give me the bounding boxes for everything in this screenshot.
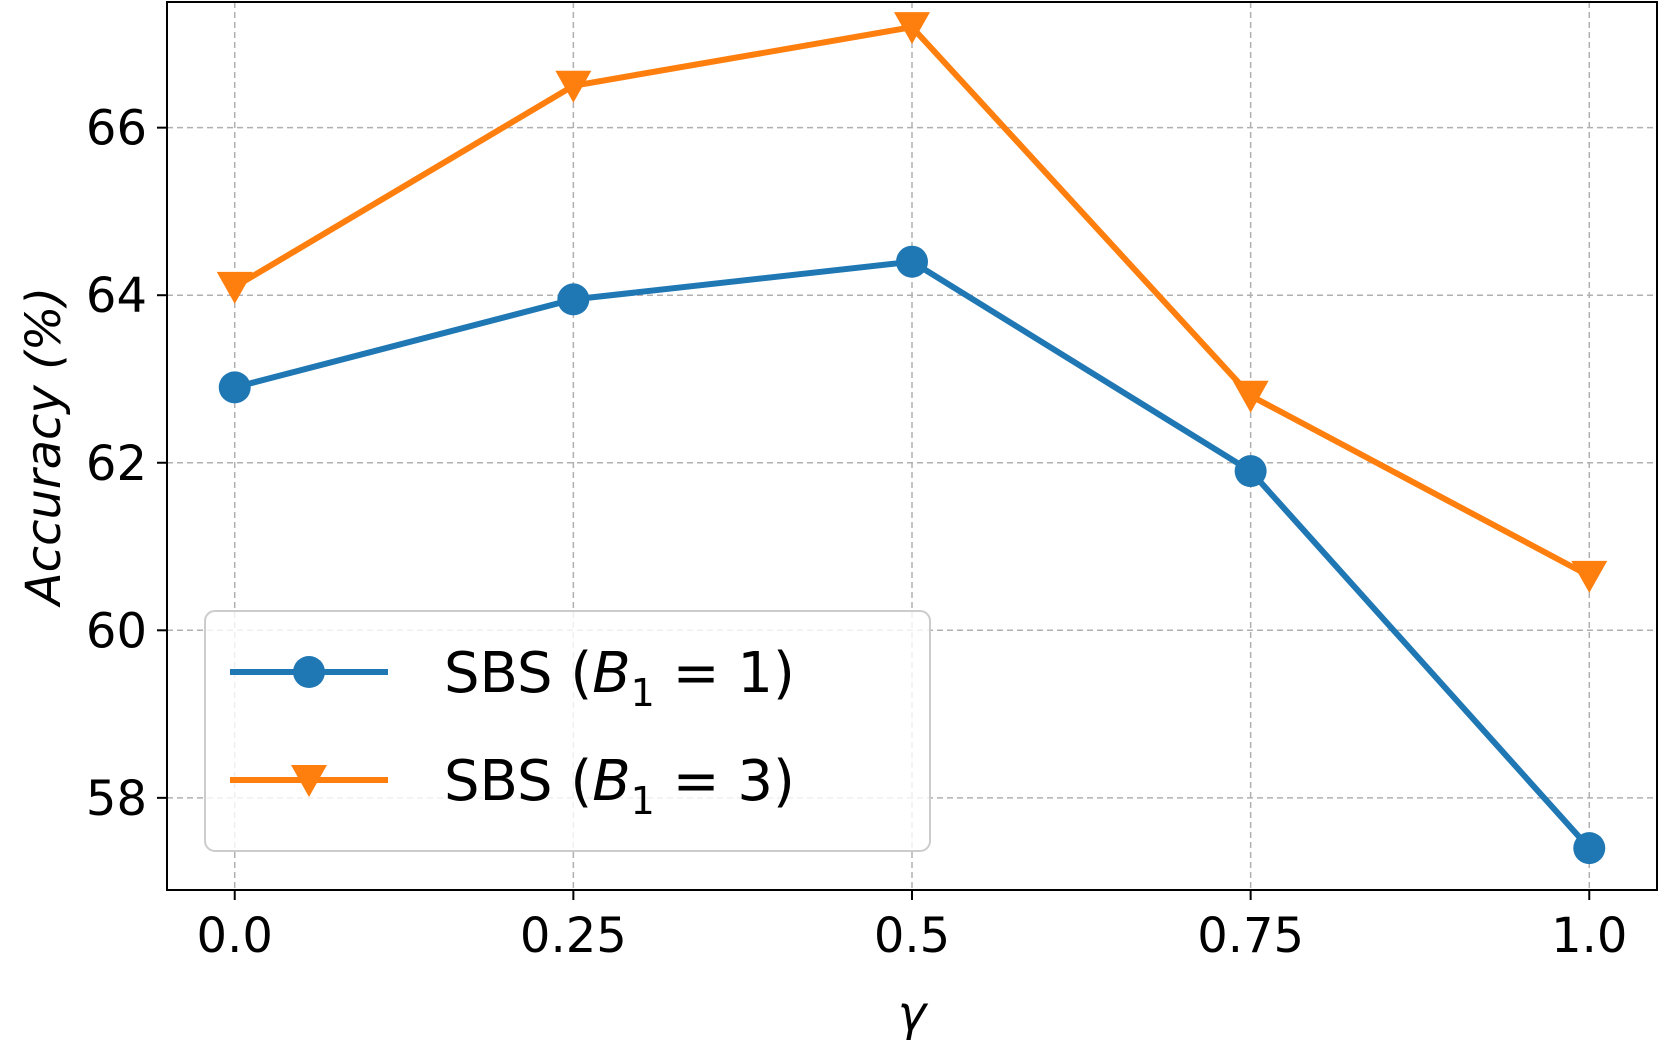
series-2 (216, 12, 1608, 593)
data-point (218, 371, 251, 404)
y-tick-label: 64 (86, 268, 147, 324)
x-tick-label: 0.5 (874, 908, 950, 964)
series-layer (216, 12, 1608, 865)
legend-entry-series-2: SBS (B1 = 3) (230, 749, 795, 823)
legend-label-prefix: SBS ( (444, 641, 592, 706)
y-tick-label: 60 (86, 603, 147, 659)
data-point (1573, 832, 1606, 865)
legend-marker-series-1 (293, 656, 325, 688)
legend-label-var: B (592, 641, 630, 706)
ticks: 0.0 0.25 0.5 0.75 1.0 58 60 62 64 66 (86, 101, 1628, 964)
x-axis-label: γ (898, 986, 929, 1041)
series-1 (218, 245, 1606, 865)
x-tick-label: 0.0 (197, 908, 273, 964)
x-tick-label: 0.25 (520, 908, 627, 964)
legend-label-series-1: SBS (B1 = 1) (444, 641, 795, 715)
legend-entry-series-1: SBS (B1 = 1) (230, 641, 795, 715)
data-point (896, 245, 928, 278)
data-point (216, 271, 253, 304)
y-tick-label: 58 (86, 771, 147, 827)
data-point (1571, 560, 1608, 593)
legend-label-sub: 1 (631, 671, 655, 715)
data-point (894, 12, 930, 45)
data-point (1232, 380, 1269, 413)
data-point (555, 70, 592, 103)
legend-label-sub: 1 (631, 779, 655, 823)
y-tick-label: 66 (86, 101, 147, 157)
legend-label-suffix: = 3) (655, 749, 795, 814)
y-tick-label: 62 (86, 436, 147, 492)
data-point (1234, 455, 1267, 488)
legend-label-suffix: = 1) (655, 641, 795, 706)
legend-label-series-2: SBS (B1 = 3) (444, 749, 795, 823)
x-tick-label: 1.0 (1551, 908, 1627, 964)
legend-label-prefix: SBS ( (444, 749, 592, 814)
legend-label-var: B (592, 749, 630, 814)
x-tick-label: 0.75 (1197, 908, 1304, 964)
legend-marker-series-2 (291, 765, 327, 797)
y-axis-label: Accuracy (%) (16, 287, 72, 608)
data-point (557, 283, 590, 316)
legend: SBS (B1 = 1) SBS (B1 = 3) (204, 610, 931, 852)
